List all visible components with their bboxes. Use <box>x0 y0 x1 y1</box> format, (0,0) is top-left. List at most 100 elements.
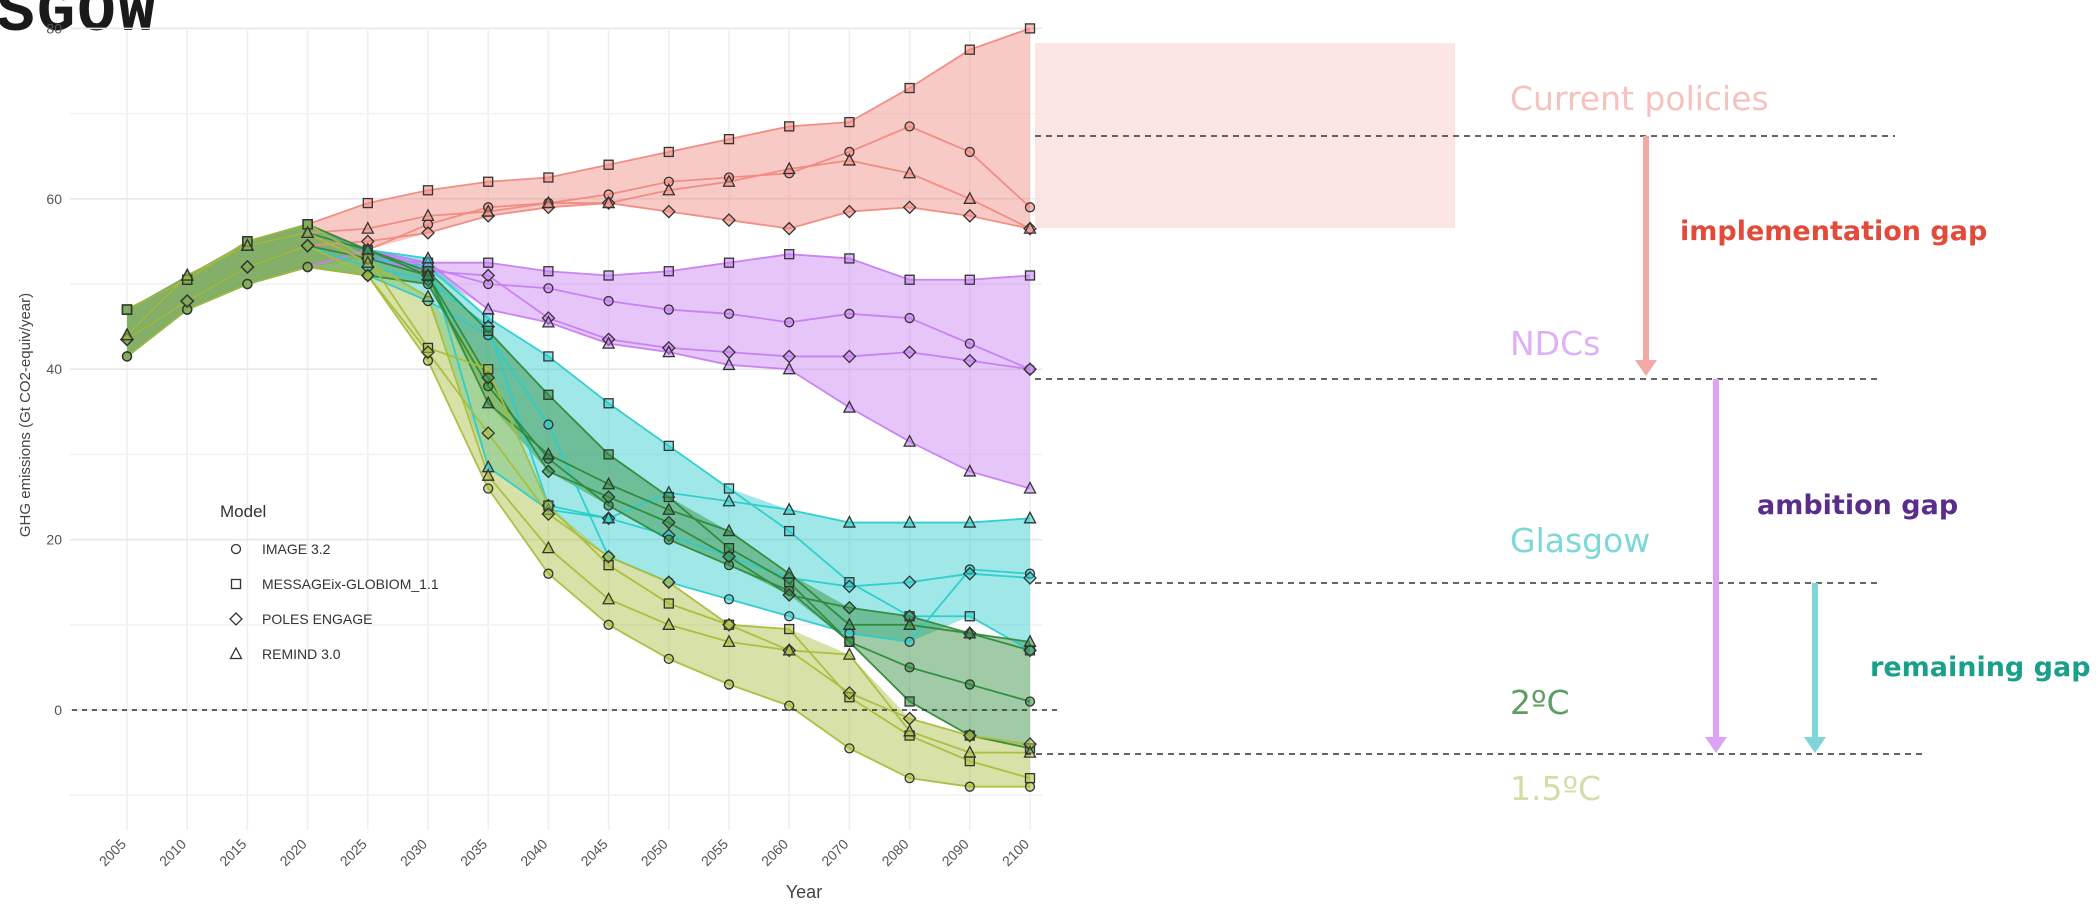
marker-diamond <box>722 549 736 564</box>
marker-square <box>723 134 735 145</box>
marker-diamond <box>842 204 857 219</box>
marker-diamond <box>421 225 435 240</box>
marker-diamond <box>962 728 977 743</box>
x-tick-label: 2010 <box>156 836 189 869</box>
marker-square <box>543 266 554 277</box>
x-tick-label: 2100 <box>999 836 1032 869</box>
marker-diamond <box>661 204 676 219</box>
marker-triangle <box>361 255 375 268</box>
marker-triangle <box>842 617 856 630</box>
marker-circle <box>1024 202 1036 213</box>
marker-triangle <box>662 617 676 630</box>
marker-square <box>483 176 494 187</box>
marker-circle <box>302 261 313 273</box>
series-markers <box>120 23 1037 792</box>
label-2c: 2ºC <box>1510 683 1570 722</box>
marker-triangle <box>421 289 435 302</box>
marker-square <box>543 172 554 183</box>
x-tick-label: 2020 <box>276 836 309 869</box>
marker-square <box>964 611 975 622</box>
y-tick-label: 40 <box>46 361 62 377</box>
marker-diamond <box>722 617 736 632</box>
series-line-4-0 <box>126 266 1030 788</box>
x-axis-label: Year <box>786 882 822 902</box>
implementation-gap-arrow-head <box>1635 360 1657 376</box>
marker-square <box>603 449 614 460</box>
marker-triangle <box>903 165 917 179</box>
marker-diamond <box>661 575 676 590</box>
marker-circle <box>964 781 975 792</box>
marker-diamond <box>782 588 797 602</box>
marker-triangle <box>361 221 375 234</box>
marker-circle <box>904 312 915 324</box>
marker-diamond <box>421 345 435 360</box>
marker-square <box>603 159 614 170</box>
marker-triangle <box>1023 510 1037 524</box>
marker-square <box>663 491 674 503</box>
marker-triangle <box>722 357 736 371</box>
legend-label: MESSAGEix-GLOBIOM_1.1 <box>262 576 439 592</box>
x-tick-label: 2030 <box>397 836 430 869</box>
marker-triangle <box>481 395 495 409</box>
marker-diamond <box>842 579 857 594</box>
x-tick-label: 2050 <box>638 836 671 869</box>
marker-triangle <box>903 515 917 528</box>
marker-triangle <box>541 314 555 328</box>
marker-square <box>362 197 373 209</box>
marker-triangle <box>782 361 796 375</box>
marker-square <box>543 351 554 362</box>
marker-triangle <box>903 723 917 737</box>
marker-circle <box>904 773 915 784</box>
marker-triangle <box>722 493 736 507</box>
legend-label: POLES ENGAGE <box>262 611 372 627</box>
marker-square <box>1024 23 1036 34</box>
marker-square <box>723 257 735 268</box>
marker-triangle <box>1023 221 1037 234</box>
x-tick-label: 2080 <box>878 836 911 869</box>
marker-triangle <box>782 566 796 579</box>
remaining-gap-arrow-head <box>1804 737 1826 753</box>
marker-square <box>723 483 735 494</box>
x-tick-label: 2015 <box>216 836 249 869</box>
marker-triangle <box>602 195 616 209</box>
marker-triangle <box>602 336 616 349</box>
marker-circle <box>964 679 975 690</box>
marker-diamond <box>962 566 977 581</box>
marker-square <box>904 696 915 707</box>
marker-circle <box>844 743 855 754</box>
label-ndcs: NDCs <box>1510 324 1600 363</box>
marker-triangle <box>1023 634 1037 647</box>
scenario-bands <box>127 28 1030 787</box>
marker-triangle <box>963 625 977 639</box>
marker-square <box>784 525 795 537</box>
marker-triangle <box>842 515 856 528</box>
marker-triangle <box>481 204 495 217</box>
marker-circle <box>603 295 614 307</box>
label-1-5c: 1.5ºC <box>1510 769 1601 808</box>
marker-triangle <box>842 400 856 413</box>
marker-square <box>1024 773 1036 784</box>
legend: Model IMAGE 3.2 MESSAGEix-GLOBIOM_1.1 POLES… <box>220 502 439 662</box>
marker-circle <box>603 619 614 630</box>
marker-square <box>603 398 614 409</box>
marker-triangle <box>963 464 977 477</box>
marker-diamond <box>962 353 977 368</box>
marker-diamond <box>1023 571 1037 585</box>
marker-triangle <box>842 153 856 166</box>
marker-square <box>230 578 242 590</box>
marker-circle <box>483 483 494 494</box>
marker-circle <box>663 304 674 315</box>
marker-diamond <box>541 464 556 479</box>
marker-triangle <box>662 182 676 196</box>
band-0 <box>127 28 1030 357</box>
marker-circle <box>844 628 855 639</box>
marker-triangle <box>662 344 676 358</box>
marker-circle <box>844 308 855 319</box>
marker-circle <box>723 594 735 605</box>
marker-circle <box>1024 696 1036 707</box>
marker-circle <box>904 636 915 647</box>
marker-diamond <box>962 208 977 223</box>
y-axis-label: GHG emissions (Gt CO2-equiv/year) <box>17 293 34 537</box>
marker-diamond <box>601 490 616 504</box>
